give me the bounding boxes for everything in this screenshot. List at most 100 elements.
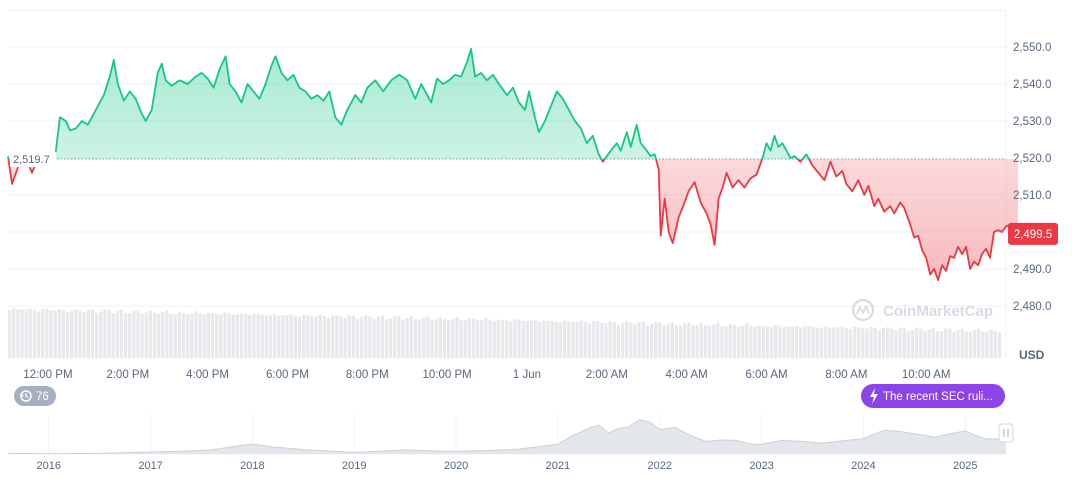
volume-bar [542,320,546,358]
volume-bar [910,329,915,358]
volume-bar [86,309,90,358]
volume-bar [289,314,293,358]
volume-bar [592,321,596,358]
volume-bar [37,311,41,358]
volume-bar [401,319,405,358]
volume-bar [128,313,132,358]
volume-bar [861,328,865,358]
volume-bar [368,316,372,358]
navigator-line [7,419,1007,455]
volume-bar [376,316,380,358]
volume-bar [865,328,869,358]
volume-bar [405,318,409,358]
volume-bars [8,308,1002,358]
volume-bar [960,328,964,358]
volume-bar [650,324,654,358]
volume-bar [674,325,678,358]
navigator-tick-label: 2022 [648,460,672,472]
volume-bar [558,322,562,358]
range-navigator[interactable]: 2016 2017 2018 2019 2020 2021 2022 2023 2024 2025 [7,413,1014,472]
volume-bar [463,320,467,358]
volume-bar [968,331,973,358]
volume-bar [455,316,459,358]
navigator-tick-label: 2023 [749,460,773,472]
price-line-down[interactable] [7,49,1019,281]
volume-bar [840,326,844,358]
news-event-pill[interactable]: The recent SEC ruli... [861,384,1005,408]
volume-bar [372,318,376,358]
volume-bar [828,327,832,358]
volume-bar [355,318,360,358]
volume-bar [741,325,745,358]
volume-bar [919,328,923,358]
volume-bar [699,322,703,358]
volume-bar [604,323,608,358]
lightning-icon [870,388,878,404]
volume-bar [74,309,78,358]
volume-bar [728,323,732,358]
volume-bar [683,323,687,358]
volume-bar [815,327,819,358]
volume-bar [347,315,351,358]
volume-bar [8,310,12,358]
volume-bar [380,315,384,358]
volume-bar [807,326,811,358]
volume-bar [314,316,318,358]
volume-bar [666,323,670,358]
volume-bar [397,316,401,358]
volume-bar [939,330,944,358]
x-tick-label: 12:00 PM [23,369,72,381]
volume-bar [239,314,244,358]
x-tick-label: 1 Jun [513,369,541,381]
volume-bar [206,313,210,358]
volume-bar [459,319,463,358]
volume-bar [952,331,956,358]
volume-bar [600,322,604,358]
volume-bar [297,316,302,358]
volume-bar [786,326,790,358]
volume-bar [165,310,169,358]
volume-bar [256,314,260,358]
volume-bar [173,313,177,358]
events-count-badge[interactable]: 76 [14,386,56,406]
x-tick-label: 10:00 AM [902,369,951,381]
volume-bar [857,327,861,358]
volume-bar [782,326,786,358]
volume-bar [476,320,480,358]
volume-bar [641,321,645,358]
x-tick-label: 8:00 PM [346,369,389,381]
volume-bar [935,331,939,358]
volume-bar [20,309,24,358]
volume-bar [451,319,455,358]
volume-bar [153,313,157,358]
volume-bar [732,325,736,358]
y-tick-label: 2,530.0 [1013,116,1051,128]
volume-bar [546,320,550,358]
navigator-handle[interactable] [998,423,1014,443]
volume-bar [625,321,629,358]
volume-bar [124,313,128,358]
volume-bar [538,321,542,358]
volume-bar [993,331,997,358]
volume-bar [384,319,389,358]
volume-bar [902,327,906,358]
volume-bar [190,313,194,358]
volume-bar [335,315,339,358]
volume-bar [956,330,960,358]
price-line-up[interactable] [7,48,1018,280]
volume-bar [778,325,782,358]
volume-bar [467,318,471,358]
y-tick-label: 2,520.0 [1013,153,1051,165]
baseline-label: 2,519.7 [10,151,56,168]
volume-bar [948,328,952,358]
current-price-badge: 2,499.5 [1008,222,1058,245]
volume-bar [277,315,281,358]
volume-bar [90,309,94,358]
volume-bar [148,310,152,358]
volume-bar [852,327,857,358]
navigator-tick-label: 2018 [240,460,264,472]
volume-bar [45,309,49,358]
navigator-tick-label: 2024 [851,460,875,472]
